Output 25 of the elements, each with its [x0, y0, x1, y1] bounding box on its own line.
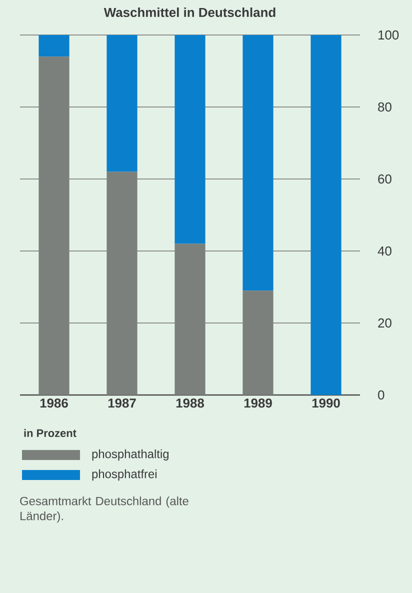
- x-tick-label: 1990: [312, 398, 340, 408]
- y-tick-label: 100: [378, 30, 399, 40]
- x-tick-label: 1987: [108, 398, 136, 408]
- bar: [242, 290, 274, 395]
- bar: [310, 34, 342, 395]
- bar: [38, 56, 70, 395]
- chart-title: Waschmittel in Deutschland: [104, 8, 276, 18]
- bar: [174, 34, 206, 244]
- legend-label: phosphathaltig: [92, 449, 169, 461]
- x-tick-label: 1986: [40, 398, 68, 408]
- y-tick-label: 80: [378, 102, 392, 112]
- bar: [106, 172, 138, 395]
- bar: [106, 34, 138, 172]
- y-tick-label: 60: [378, 174, 392, 184]
- y-tick-label: 20: [378, 318, 392, 328]
- y-tick-label: 40: [378, 246, 392, 256]
- x-tick-label: 1989: [244, 398, 272, 408]
- y-tick-label: 0: [378, 390, 384, 400]
- legend-label: phosphatfrei: [92, 469, 156, 481]
- text: Gesamtmarkt Deutschland (alte Länder).: [20, 496, 188, 523]
- legend-title: in Prozent: [24, 428, 76, 438]
- bar: [174, 244, 206, 395]
- x-tick-label: 1988: [176, 398, 204, 408]
- bar: [242, 34, 274, 291]
- bar: [38, 34, 70, 57]
